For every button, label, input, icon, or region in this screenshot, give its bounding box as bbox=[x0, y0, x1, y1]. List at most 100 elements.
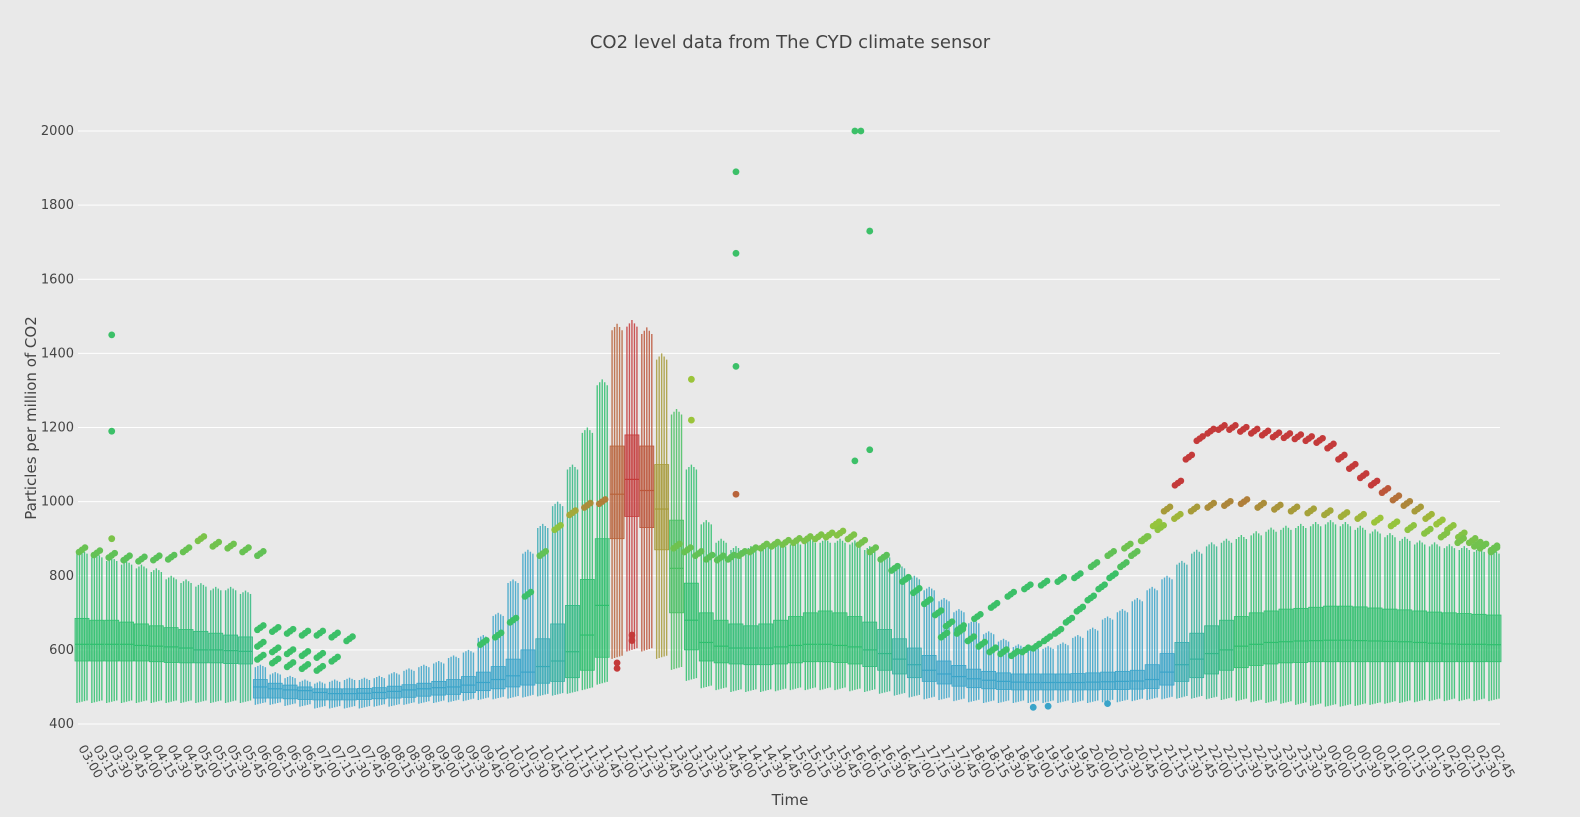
outlier-point bbox=[851, 127, 859, 135]
iqr-box bbox=[921, 655, 937, 682]
trace-point bbox=[230, 540, 237, 548]
trace-point bbox=[1341, 451, 1348, 459]
trace-point bbox=[289, 646, 297, 653]
box-04:30 bbox=[163, 575, 179, 703]
iqr-box bbox=[728, 623, 744, 665]
trace-5 bbox=[670, 421, 1501, 660]
iqr-box bbox=[906, 647, 922, 679]
box-05:15 bbox=[208, 586, 224, 703]
box-17:45 bbox=[951, 609, 967, 702]
box-11:45 bbox=[594, 379, 610, 685]
trace-point bbox=[557, 522, 564, 529]
box-17:30 bbox=[936, 597, 952, 701]
box-01:00 bbox=[1382, 533, 1398, 704]
iqr-box bbox=[342, 688, 357, 701]
box-19:00 bbox=[1025, 646, 1041, 703]
box-20:15 bbox=[1100, 616, 1115, 703]
box-14:45 bbox=[773, 542, 788, 692]
iqr-box bbox=[267, 682, 283, 699]
y-tick-label: 1200 bbox=[41, 421, 74, 436]
box-01:30 bbox=[1412, 540, 1428, 703]
trace-point bbox=[1010, 588, 1018, 596]
box-23:15 bbox=[1278, 525, 1294, 704]
iqr-box bbox=[416, 682, 432, 697]
trace-point bbox=[1360, 510, 1367, 518]
trace-point bbox=[1477, 538, 1484, 546]
box-15:00 bbox=[788, 540, 803, 691]
trace-point bbox=[993, 599, 1001, 607]
trace-point bbox=[1428, 510, 1435, 518]
outlier-points bbox=[108, 127, 1111, 711]
box-07:45 bbox=[356, 677, 372, 709]
trace-point bbox=[1143, 533, 1151, 540]
trace-point bbox=[1193, 503, 1201, 511]
y-tick-label: 400 bbox=[49, 717, 74, 732]
iqr-box bbox=[877, 629, 893, 671]
trace-point bbox=[1025, 644, 1032, 651]
outlier-point bbox=[866, 227, 874, 235]
trace-point bbox=[111, 549, 119, 557]
trace-point bbox=[1110, 547, 1118, 555]
y-tick-label: 1000 bbox=[41, 495, 74, 510]
box-02:15 bbox=[1456, 546, 1472, 702]
iqr-box bbox=[1308, 606, 1324, 663]
trace-3 bbox=[254, 651, 327, 674]
trace-point bbox=[872, 544, 880, 551]
trace-point bbox=[260, 622, 267, 629]
outlier-point bbox=[687, 416, 695, 424]
box-12:45 bbox=[654, 353, 670, 659]
trace-point bbox=[1093, 559, 1101, 566]
trace-point bbox=[698, 547, 705, 555]
box-02:00 bbox=[1442, 544, 1457, 702]
trace-point bbox=[774, 538, 781, 546]
iqr-box bbox=[1352, 606, 1368, 663]
trace-point bbox=[905, 573, 912, 581]
box-21:45 bbox=[1189, 549, 1205, 699]
trace-point bbox=[1043, 577, 1051, 585]
iqr-box bbox=[386, 685, 402, 699]
trace-point bbox=[1343, 509, 1351, 516]
box-15:30 bbox=[817, 538, 833, 691]
trace-point bbox=[1090, 592, 1098, 600]
box-09:15 bbox=[446, 655, 461, 703]
iqr-box bbox=[862, 621, 878, 667]
iqr-box bbox=[1427, 611, 1442, 663]
box-18:00 bbox=[966, 620, 982, 703]
trace-point bbox=[1112, 570, 1119, 577]
box-17:15 bbox=[921, 586, 937, 700]
iqr-box bbox=[594, 538, 610, 658]
iqr-box bbox=[565, 605, 580, 679]
trace-point bbox=[274, 623, 282, 631]
box-10:00 bbox=[490, 612, 506, 700]
trace-point bbox=[943, 629, 951, 637]
trace-6 bbox=[937, 496, 1501, 641]
box-04:15 bbox=[148, 568, 164, 703]
trace-point bbox=[861, 536, 869, 544]
y-tick-label: 1400 bbox=[41, 346, 74, 361]
iqr-box bbox=[550, 623, 566, 682]
iqr-box bbox=[609, 445, 625, 540]
trace-point bbox=[319, 649, 327, 657]
trace-point bbox=[156, 552, 163, 560]
trace-point bbox=[1134, 547, 1141, 555]
iqr-box bbox=[654, 464, 670, 551]
trace-point bbox=[274, 644, 282, 651]
trace-point bbox=[828, 529, 836, 537]
box-15:15 bbox=[802, 538, 818, 691]
box-16:30 bbox=[877, 553, 893, 694]
box-00:00 bbox=[1323, 520, 1338, 707]
box-22:15 bbox=[1219, 538, 1234, 701]
iqr-box bbox=[1442, 612, 1457, 663]
box-21:00 bbox=[1144, 586, 1160, 701]
trace-point bbox=[785, 536, 792, 544]
iqr-box bbox=[505, 658, 521, 688]
outlier-point bbox=[613, 665, 621, 672]
box-13:00 bbox=[669, 408, 684, 670]
trace-point bbox=[937, 607, 945, 614]
trace-point bbox=[1027, 581, 1034, 588]
iqr-box bbox=[520, 649, 536, 686]
box-00:15 bbox=[1337, 522, 1353, 707]
trace-point bbox=[1177, 510, 1184, 518]
outlier-point bbox=[851, 457, 859, 465]
iqr-box bbox=[401, 684, 417, 698]
